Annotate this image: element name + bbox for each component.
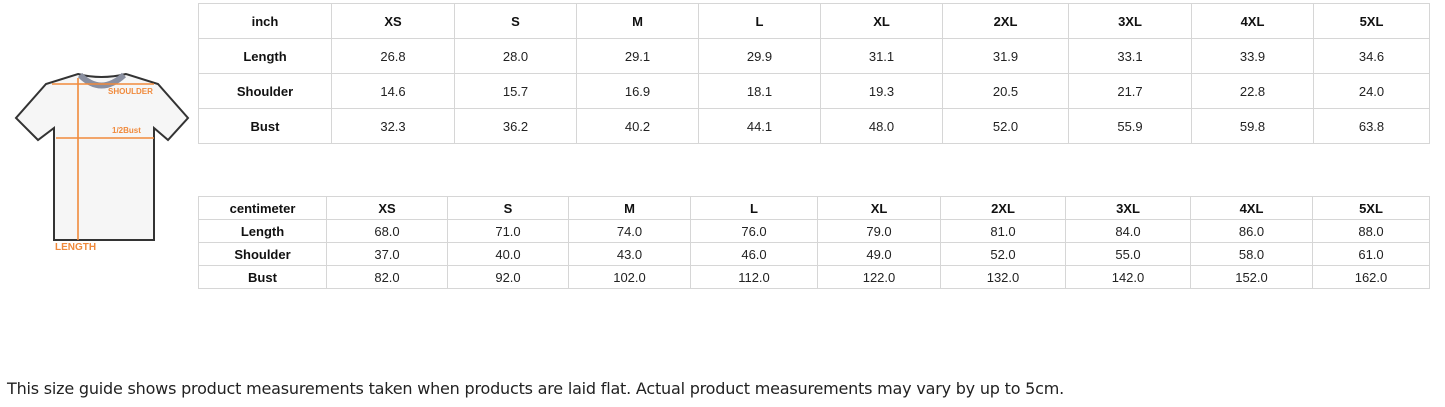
header-cell: M bbox=[568, 196, 691, 220]
table-header-row: centimeter XS S M L XL 2XL 3XL 4XL 5XL bbox=[198, 196, 1430, 220]
measurement-cell: 31.9 bbox=[942, 38, 1069, 74]
measurement-cell: 142.0 bbox=[1065, 265, 1191, 289]
measurement-cell: 82.0 bbox=[326, 265, 448, 289]
measurement-cell: 36.2 bbox=[454, 108, 577, 144]
measurement-cell: 132.0 bbox=[940, 265, 1066, 289]
header-cell: 4XL bbox=[1190, 196, 1313, 220]
header-cell: centimeter bbox=[198, 196, 327, 220]
measurement-cell: 20.5 bbox=[942, 73, 1069, 109]
measurement-cell: 29.9 bbox=[698, 38, 821, 74]
length-label: LENGTH bbox=[55, 242, 96, 253]
measurement-cell: 61.0 bbox=[1312, 242, 1430, 266]
header-cell: 2XL bbox=[942, 3, 1069, 39]
bust-label: 1/2Bust bbox=[112, 126, 141, 135]
table-row: Shoulder 14.6 15.7 16.9 18.1 19.3 20.5 21.7 22.8… bbox=[198, 73, 1430, 109]
table-row: Bust 32.3 36.2 40.2 44.1 48.0 52.0 55.9 59.8 63.8 bbox=[198, 108, 1430, 144]
measurement-cell: 52.0 bbox=[942, 108, 1069, 144]
measurement-cell: 55.0 bbox=[1065, 242, 1191, 266]
table-row: Bust 82.0 92.0 102.0 112.0 122.0 132.0 142.0 152… bbox=[198, 265, 1430, 289]
measurement-cell: 21.7 bbox=[1068, 73, 1192, 109]
header-cell: XL bbox=[817, 196, 941, 220]
measurement-cell: 92.0 bbox=[447, 265, 569, 289]
measurement-cell: 102.0 bbox=[568, 265, 691, 289]
measurement-cell: 46.0 bbox=[690, 242, 818, 266]
measurement-cell: 63.8 bbox=[1313, 108, 1430, 144]
row-label: Bust bbox=[198, 108, 332, 144]
measurement-cell: 33.1 bbox=[1068, 38, 1192, 74]
measurement-cell: 44.1 bbox=[698, 108, 821, 144]
measurement-cell: 43.0 bbox=[568, 242, 691, 266]
header-cell: XS bbox=[326, 196, 448, 220]
measurement-cell: 14.6 bbox=[331, 73, 455, 109]
measurement-cell: 59.8 bbox=[1191, 108, 1314, 144]
measurement-cell: 112.0 bbox=[690, 265, 818, 289]
header-cell: 3XL bbox=[1065, 196, 1191, 220]
measurement-cell: 88.0 bbox=[1312, 219, 1430, 243]
measurement-cell: 52.0 bbox=[940, 242, 1066, 266]
measurement-cell: 34.6 bbox=[1313, 38, 1430, 74]
measurement-cell: 18.1 bbox=[698, 73, 821, 109]
table-row: Length 26.8 28.0 29.1 29.9 31.1 31.9 33.1 33.9 34… bbox=[198, 38, 1430, 74]
measurement-cell: 32.3 bbox=[331, 108, 455, 144]
header-cell: L bbox=[690, 196, 818, 220]
size-guide-note: This size guide shows product measuremen… bbox=[7, 379, 1065, 398]
row-label: Shoulder bbox=[198, 242, 327, 266]
measurement-cell: 55.9 bbox=[1068, 108, 1192, 144]
measurement-cell: 19.3 bbox=[820, 73, 943, 109]
header-cell: 3XL bbox=[1068, 3, 1192, 39]
measurement-cell: 15.7 bbox=[454, 73, 577, 109]
header-cell: 2XL bbox=[940, 196, 1066, 220]
header-cell: 5XL bbox=[1312, 196, 1430, 220]
table-header-row: inch XS S M L XL 2XL 3XL 4XL 5XL bbox=[198, 3, 1430, 39]
measurement-cell: 22.8 bbox=[1191, 73, 1314, 109]
measurement-cell: 33.9 bbox=[1191, 38, 1314, 74]
measurement-cell: 29.1 bbox=[576, 38, 699, 74]
measurement-cell: 31.1 bbox=[820, 38, 943, 74]
table-row: Length 68.0 71.0 74.0 76.0 79.0 81.0 84.0 86.0 88… bbox=[198, 219, 1430, 243]
row-label: Length bbox=[198, 219, 327, 243]
table-row: Shoulder 37.0 40.0 43.0 46.0 49.0 52.0 55.0 58.0… bbox=[198, 242, 1430, 266]
measurement-cell: 79.0 bbox=[817, 219, 941, 243]
shoulder-label: SHOULDER bbox=[108, 87, 153, 96]
centimeter-size-table: centimeter XS S M L XL 2XL 3XL 4XL 5XL L… bbox=[198, 196, 1430, 289]
header-cell: 4XL bbox=[1191, 3, 1314, 39]
measurement-cell: 16.9 bbox=[576, 73, 699, 109]
measurement-cell: 81.0 bbox=[940, 219, 1066, 243]
header-cell: inch bbox=[198, 3, 332, 39]
measurement-cell: 76.0 bbox=[690, 219, 818, 243]
measurement-cell: 86.0 bbox=[1190, 219, 1313, 243]
measurement-cell: 28.0 bbox=[454, 38, 577, 74]
measurement-cell: 40.2 bbox=[576, 108, 699, 144]
measurement-cell: 58.0 bbox=[1190, 242, 1313, 266]
tshirt-measurement-diagram: SHOULDER 1/2Bust LENGTH bbox=[14, 72, 190, 253]
measurement-cell: 162.0 bbox=[1312, 265, 1430, 289]
header-cell: S bbox=[454, 3, 577, 39]
header-cell: S bbox=[447, 196, 569, 220]
measurement-cell: 24.0 bbox=[1313, 73, 1430, 109]
measurement-cell: 26.8 bbox=[331, 38, 455, 74]
header-cell: 5XL bbox=[1313, 3, 1430, 39]
measurement-cell: 71.0 bbox=[447, 219, 569, 243]
measurement-cell: 49.0 bbox=[817, 242, 941, 266]
row-label: Length bbox=[198, 38, 332, 74]
header-cell: L bbox=[698, 3, 821, 39]
measurement-cell: 84.0 bbox=[1065, 219, 1191, 243]
header-cell: XL bbox=[820, 3, 943, 39]
row-label: Shoulder bbox=[198, 73, 332, 109]
inch-size-table: inch XS S M L XL 2XL 3XL 4XL 5XL Length 2… bbox=[198, 3, 1430, 144]
measurement-cell: 68.0 bbox=[326, 219, 448, 243]
header-cell: XS bbox=[331, 3, 455, 39]
measurement-cell: 48.0 bbox=[820, 108, 943, 144]
measurement-cell: 37.0 bbox=[326, 242, 448, 266]
measurement-cell: 122.0 bbox=[817, 265, 941, 289]
measurement-cell: 40.0 bbox=[447, 242, 569, 266]
header-cell: M bbox=[576, 3, 699, 39]
measurement-cell: 152.0 bbox=[1190, 265, 1313, 289]
row-label: Bust bbox=[198, 265, 327, 289]
measurement-cell: 74.0 bbox=[568, 219, 691, 243]
